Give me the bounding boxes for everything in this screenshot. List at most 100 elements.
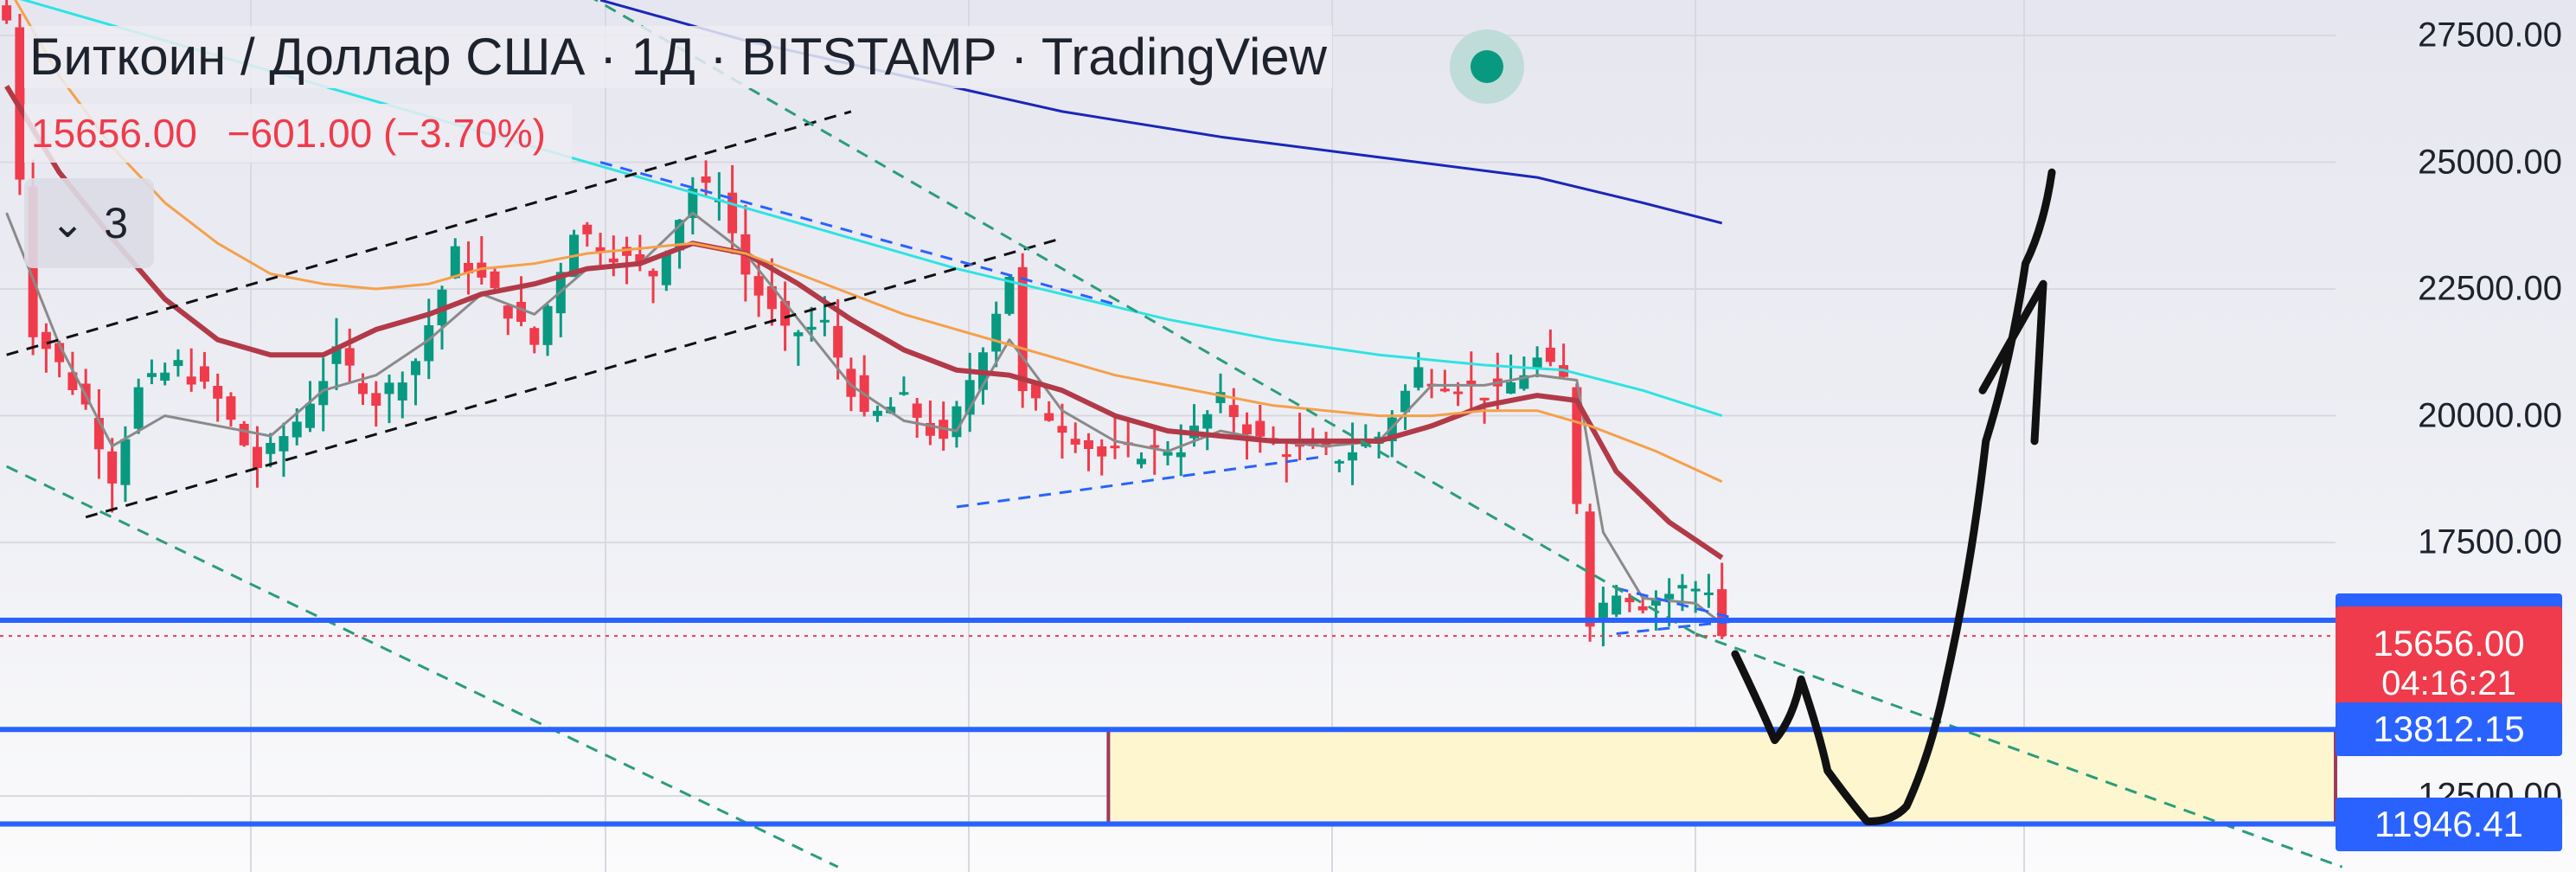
candle-body	[1453, 391, 1464, 394]
candle-body	[675, 220, 685, 251]
candle-body	[304, 403, 315, 428]
level-price-tag: 11946.41	[2336, 797, 2562, 851]
candle-body	[1017, 266, 1028, 392]
candle-body	[806, 326, 817, 330]
price-axis-tick: 25000.00	[2418, 143, 2562, 182]
candle-body	[1150, 445, 1160, 448]
candle-body	[1097, 446, 1107, 457]
candle-down	[582, 221, 593, 247]
moving-average-line	[14, 0, 1723, 484]
candle-down	[1466, 351, 1477, 413]
candle-body	[701, 176, 711, 183]
candle-down	[239, 420, 249, 447]
candle-up	[1137, 452, 1146, 469]
candle-down	[1083, 433, 1093, 471]
candle-down	[252, 426, 262, 488]
trend-line	[85, 236, 1063, 519]
candle-body	[1083, 439, 1093, 449]
candle-down	[912, 398, 922, 439]
candle-body	[358, 382, 368, 394]
trend-line	[593, 0, 1696, 635]
candle-body	[1070, 439, 1080, 445]
candle-down	[925, 400, 935, 446]
candle-down	[1123, 418, 1133, 458]
candle-down	[477, 236, 487, 285]
candle-up	[1387, 410, 1397, 458]
candle-body	[1215, 392, 1226, 403]
candle-body	[886, 407, 896, 414]
candle-body	[1690, 588, 1701, 592]
candle-up	[397, 371, 407, 419]
support-zone	[1106, 728, 2337, 826]
candle-body	[107, 451, 118, 484]
candle-body	[1334, 460, 1344, 464]
candle-body	[41, 331, 51, 349]
price-axis-tick: 27500.00	[2418, 16, 2562, 54]
candle-down	[213, 373, 223, 422]
candle-body	[252, 446, 262, 469]
candle-down	[1255, 404, 1266, 453]
price-axis[interactable]: 27500.00 25000.00 22500.00 20000.00 17500.00…	[2336, 0, 2576, 872]
indicators-count: 3	[104, 199, 129, 247]
candle-body	[1637, 606, 1648, 611]
candle-body	[1717, 589, 1727, 637]
candle-up	[1598, 587, 1608, 647]
trend-line	[5, 465, 839, 869]
candle-up	[411, 358, 420, 406]
candle-body	[819, 319, 830, 323]
candle-up	[173, 349, 183, 377]
candle-down	[67, 351, 78, 395]
candle-body	[1202, 414, 1213, 429]
candle-down	[1044, 401, 1054, 422]
candle-up	[977, 347, 988, 405]
candle-body	[160, 372, 170, 381]
candle-body	[1044, 413, 1054, 421]
candle-body	[490, 271, 500, 288]
candle-down	[859, 355, 869, 417]
candle-body	[1703, 592, 1714, 595]
candle-up	[899, 376, 909, 396]
candle-body	[1348, 452, 1358, 461]
candle-body	[1137, 458, 1146, 465]
candle-down	[93, 389, 104, 479]
candle-up	[793, 330, 804, 366]
candle-up	[1163, 440, 1173, 465]
candle-body	[1664, 593, 1675, 600]
candle-down	[595, 233, 606, 266]
candle-body	[964, 380, 975, 415]
candle-down	[529, 326, 540, 354]
candle-body	[991, 313, 1002, 352]
candle-body	[318, 381, 329, 406]
candle-body	[146, 373, 157, 377]
candle-up	[1215, 373, 1226, 414]
candle-body	[688, 189, 698, 218]
candle-down	[344, 328, 355, 383]
candle-body	[1281, 454, 1291, 458]
candle-body	[1677, 585, 1688, 589]
candle-body	[780, 300, 791, 326]
candle-down	[608, 235, 618, 277]
candle-body	[753, 276, 764, 296]
hand-drawn-projection	[1731, 168, 2056, 825]
candle-up	[133, 378, 144, 434]
candle-down	[371, 381, 381, 427]
candle-up	[1703, 574, 1714, 608]
indicators-toggle-button[interactable]: ⌄ 3	[24, 178, 154, 268]
candle-body	[1479, 397, 1490, 401]
price-axis-tick: 20000.00	[2418, 396, 2562, 435]
price-tag-label: 15656.00	[2373, 622, 2525, 664]
candle-down	[2, 0, 12, 24]
candle-down	[1017, 253, 1028, 408]
candle-down	[186, 348, 196, 392]
candle-body	[1057, 426, 1067, 433]
candle-up	[542, 304, 553, 356]
candle-body	[1545, 347, 1555, 362]
candle-body	[766, 285, 777, 310]
candle-body	[226, 396, 236, 420]
candle-up	[1690, 580, 1701, 613]
candle-body	[2, 5, 12, 21]
candle-up	[688, 176, 698, 234]
candle-up	[1400, 384, 1411, 431]
